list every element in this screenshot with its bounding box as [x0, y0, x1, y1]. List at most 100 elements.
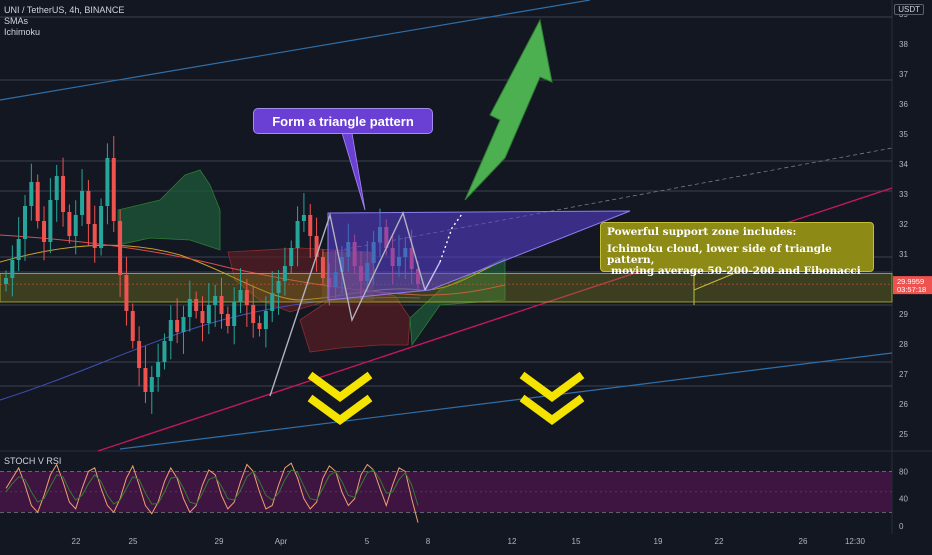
candle [162, 333, 167, 370]
candle-body [4, 278, 8, 284]
candle [111, 136, 116, 233]
stoch-d-line [5, 469, 419, 506]
stoch-rsi-pane[interactable]: 0 40 80 [0, 462, 908, 531]
stoch-tick-label: 80 [899, 467, 908, 476]
candle-body [67, 212, 72, 236]
candle [225, 306, 230, 334]
candle [86, 179, 91, 246]
candle-body [320, 257, 325, 278]
candle-body [257, 323, 262, 329]
candle-body [86, 191, 91, 224]
candle-body [276, 281, 281, 293]
smas-legend[interactable]: SMAs [4, 16, 29, 26]
candle-body [206, 305, 211, 323]
time-tick-label: 26 [799, 537, 808, 546]
candle-body [80, 191, 85, 215]
candle-body [61, 176, 66, 212]
support-callout: Powerful support zone includes: Ichimoku… [600, 222, 874, 277]
price-tick-label: 32 [899, 220, 908, 229]
cloud-green-2 [409, 257, 506, 347]
time-tick-label: 15 [572, 537, 581, 546]
price-axis: 25262728293031323334353637383929.995903:… [893, 10, 932, 439]
candle [213, 284, 218, 327]
candle [124, 256, 129, 326]
candle-body [29, 182, 34, 206]
candle-body [105, 158, 110, 206]
price-badge-countdown: 03:57:18 [897, 285, 926, 294]
candle-body [73, 215, 78, 236]
time-tick-label: 29 [215, 537, 224, 546]
candle-body [162, 341, 167, 362]
support-callout-title: Powerful support zone includes: [607, 226, 797, 238]
candle [206, 283, 211, 335]
candle-body [175, 320, 180, 332]
candle-body [54, 176, 59, 200]
candle [137, 326, 142, 387]
candle-body [42, 221, 47, 242]
candle [219, 277, 224, 329]
candle-body [181, 317, 186, 332]
symbol-legend[interactable]: UNI / TetherUS, 4h, BINANCE [4, 5, 125, 15]
candle [29, 163, 34, 221]
price-tick-label: 34 [899, 160, 908, 169]
candle-body [156, 362, 161, 377]
candle [156, 343, 161, 392]
candle-body [124, 275, 129, 311]
candle [143, 346, 148, 404]
candle-body [16, 239, 21, 260]
candle [130, 303, 135, 349]
stoch-tick-label: 40 [899, 495, 908, 504]
candle [35, 174, 40, 229]
candle-body [314, 236, 319, 257]
candle-body [238, 290, 243, 302]
price-tick-label: 33 [899, 190, 908, 199]
candle [270, 271, 275, 323]
price-tick-label: 35 [899, 130, 908, 139]
stoch-tick-label: 0 [899, 522, 904, 531]
candle [67, 204, 72, 244]
candle [4, 270, 8, 292]
candle [244, 278, 249, 327]
price-tick-label: 37 [899, 70, 908, 79]
lower-channel-line [119, 352, 893, 450]
support-callout-line-1: Ichimoku cloud, lower side of triangle p… [607, 243, 832, 266]
candle-body [35, 182, 40, 221]
candle-body [143, 368, 148, 392]
candle [16, 217, 21, 272]
candle-body [251, 305, 256, 323]
candle [238, 268, 243, 314]
time-tick-label: 5 [365, 537, 370, 546]
candle [92, 205, 97, 263]
candle [48, 178, 53, 254]
ichimoku-legend[interactable]: Ichimoku [4, 27, 41, 37]
down-chevron-left-1 [307, 371, 373, 402]
candle-body [111, 158, 116, 221]
triangle-callout: Form a triangle pattern [253, 108, 433, 134]
stoch-rsi-legend[interactable]: STOCH V RSI [4, 456, 62, 466]
candle [257, 315, 262, 337]
candle [314, 217, 319, 272]
candle [289, 240, 294, 274]
candle [54, 164, 59, 222]
down-chevron-left-2 [307, 394, 373, 425]
candle-body [200, 311, 205, 323]
midline-dashed [329, 147, 893, 253]
bullish-arrow [464, 18, 553, 201]
price-tick-label: 27 [899, 370, 908, 379]
zigzag-wave [269, 211, 426, 397]
candle-body [308, 215, 313, 236]
time-tick-label: Apr [275, 537, 288, 546]
candle-body [301, 215, 306, 221]
price-tick-label: 31 [899, 250, 908, 259]
cloud-green-1 [117, 169, 221, 251]
candle [118, 209, 123, 297]
currency-badge[interactable]: USDT [894, 4, 924, 15]
candle-body [270, 293, 275, 311]
price-tick-label: 38 [899, 40, 908, 49]
triangle-pattern [327, 210, 631, 301]
candle-body [10, 260, 15, 278]
candle-body [232, 302, 237, 326]
time-tick-label: 22 [715, 537, 724, 546]
